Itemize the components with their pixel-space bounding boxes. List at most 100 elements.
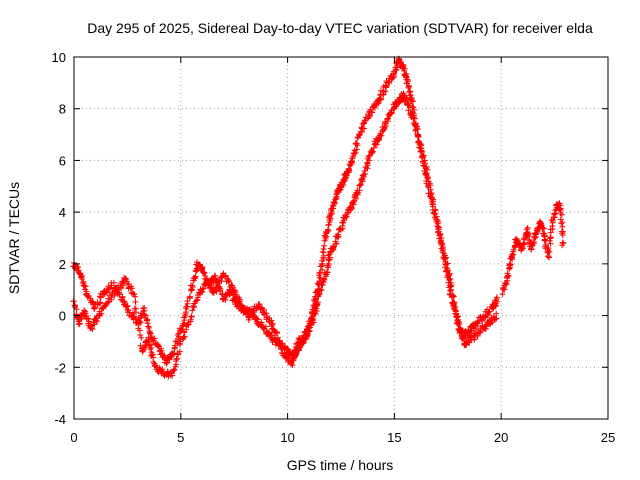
data-point	[427, 191, 434, 198]
data-point	[519, 245, 526, 252]
data-point	[446, 277, 453, 284]
data-point	[111, 292, 118, 299]
data-point	[437, 239, 444, 246]
data-point	[383, 84, 389, 91]
data-point	[324, 269, 331, 276]
data-point	[423, 163, 430, 170]
data-point	[452, 307, 459, 314]
data-point	[423, 170, 430, 177]
data-point	[333, 241, 340, 248]
data-point	[549, 219, 556, 226]
data-point	[199, 264, 206, 271]
data-point	[486, 308, 493, 315]
plot-frame	[73, 56, 609, 420]
data-point	[284, 354, 291, 361]
data-point	[551, 210, 558, 217]
data-point	[507, 261, 514, 268]
data-point	[448, 294, 455, 301]
data-point	[547, 240, 554, 247]
data-point	[345, 209, 352, 216]
data-point	[144, 320, 151, 327]
data-point	[184, 303, 191, 310]
data-point	[405, 100, 412, 107]
data-point	[137, 342, 144, 349]
data-point	[189, 283, 196, 290]
data-point	[89, 325, 96, 332]
data-point	[181, 314, 188, 321]
x-tick-label: 15	[387, 430, 401, 445]
data-point	[546, 248, 553, 255]
data-point	[396, 58, 403, 65]
data-point	[410, 98, 417, 105]
data-point	[293, 351, 300, 358]
data-point	[361, 125, 368, 132]
data-point	[121, 299, 128, 306]
data-point	[454, 316, 461, 323]
data-point	[124, 278, 131, 285]
data-point	[371, 104, 378, 111]
data-point	[81, 307, 88, 314]
data-point	[150, 359, 157, 366]
y-tick-label: 6	[59, 153, 66, 168]
data-point	[369, 149, 376, 156]
data-point	[356, 182, 363, 189]
data-point	[213, 284, 220, 291]
data-point	[304, 332, 311, 339]
data-point	[433, 213, 440, 220]
data-point	[493, 310, 500, 317]
data-point	[547, 229, 554, 236]
data-point	[222, 272, 229, 279]
data-point	[445, 279, 452, 286]
data-points	[70, 55, 567, 380]
data-point	[190, 303, 197, 310]
data-point	[192, 273, 199, 280]
data-point	[375, 136, 382, 143]
data-point	[513, 237, 520, 244]
data-point	[424, 166, 431, 173]
data-point	[75, 321, 82, 328]
data-point	[362, 170, 369, 177]
data-point	[406, 104, 413, 111]
data-point	[432, 210, 439, 217]
data-point	[560, 240, 567, 247]
data-point	[440, 255, 447, 262]
data-point	[186, 295, 193, 302]
data-point	[295, 340, 302, 347]
data-point	[441, 256, 448, 263]
data-point	[445, 272, 452, 279]
data-point	[365, 154, 372, 161]
data-point	[90, 305, 97, 312]
data-point	[347, 162, 354, 169]
data-point	[396, 57, 403, 64]
data-point	[245, 316, 252, 323]
data-point	[436, 232, 443, 239]
data-point	[335, 233, 342, 240]
data-point	[460, 335, 467, 342]
data-point	[353, 140, 360, 147]
data-point	[314, 299, 321, 306]
data-point	[78, 274, 85, 281]
data-point	[254, 316, 261, 323]
data-point	[395, 100, 402, 107]
data-point	[256, 301, 263, 308]
data-point	[331, 199, 338, 206]
data-point	[540, 225, 547, 232]
data-point	[132, 293, 139, 300]
data-point	[429, 200, 436, 207]
data-point	[134, 316, 141, 323]
data-point	[82, 313, 89, 320]
data-point	[533, 230, 540, 237]
data-point	[325, 227, 332, 234]
data-point	[85, 315, 92, 322]
data-point	[442, 261, 449, 268]
data-point	[110, 279, 117, 286]
data-point	[132, 298, 139, 305]
data-point	[419, 153, 426, 160]
data-point	[413, 123, 420, 130]
data-point	[450, 303, 457, 310]
data-point	[559, 239, 566, 246]
y-tick-label: 4	[59, 205, 66, 220]
data-point	[400, 65, 407, 72]
tick-labels: 0 5 10 15 20 25 -4 -2 0 2 4 6 8 10	[52, 50, 616, 445]
data-point	[439, 247, 446, 254]
